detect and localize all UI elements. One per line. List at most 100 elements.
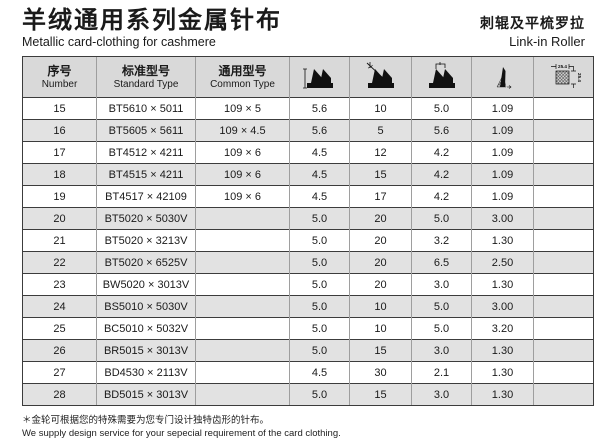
- cell-standard-type: BT5020 × 6525V: [96, 251, 196, 274]
- cell-common-type: 109 × 6: [195, 185, 290, 208]
- cell-tooth-total-height: 5.0: [289, 273, 350, 296]
- col-header-number-en: Number: [41, 78, 78, 90]
- cell-tooth-total-height: 4.5: [289, 185, 350, 208]
- cell-tooth-density: [533, 163, 594, 186]
- cell-common-type: [195, 251, 290, 274]
- cell-common-type: 109 × 4.5: [195, 119, 290, 142]
- tooth-pitch-icon: [428, 62, 455, 89]
- cell-tooth-pitch: 3.0: [411, 273, 472, 296]
- footnote-zh: ＊金轮可根据您的特殊需要为您专门设计独特齿形的针布。: [22, 415, 270, 427]
- section-title: 刺辊及平梳罗拉: [480, 15, 585, 32]
- footnote: ＊金轮可根据您的特殊需要为您专门设计独特齿形的针布。 We supply des…: [22, 415, 593, 441]
- cell-rib-width: 3.20: [471, 317, 534, 340]
- cell-tooth-pitch: 3.0: [411, 339, 472, 362]
- cell-tooth-pitch: 4.2: [411, 163, 472, 186]
- section-title-en: Link-in Roller: [509, 34, 585, 50]
- cell-tooth-pitch: 5.0: [411, 295, 472, 318]
- cell-standard-type: BT5020 × 3213V: [96, 229, 196, 252]
- cell-tooth-total-height: 5.0: [289, 229, 350, 252]
- cell-tooth-front-angle: 5: [349, 119, 412, 142]
- cell-tooth-total-height: 4.5: [289, 141, 350, 164]
- footnote-en: We supply design service for your sepeci…: [22, 428, 341, 440]
- table-row: 26 BR5015 × 3013V 5.0 15 3.0 1.30: [22, 339, 594, 362]
- cell-tooth-total-height: 5.0: [289, 295, 350, 318]
- cell-number: 26: [22, 339, 97, 362]
- cell-standard-type: BC5010 × 5032V: [96, 317, 196, 340]
- cell-tooth-total-height: 5.0: [289, 383, 350, 407]
- cell-common-type: [195, 317, 290, 340]
- cell-number: 24: [22, 295, 97, 318]
- cell-tooth-density: [533, 273, 594, 296]
- spec-table: 序号 Number 标准型号 Standard Type 通用型号 Common…: [22, 56, 594, 407]
- cell-tooth-front-angle: 20: [349, 251, 412, 274]
- cell-tooth-pitch: 3.2: [411, 229, 472, 252]
- page-title: 羊绒通用系列金属针布: [22, 7, 282, 34]
- table-row: 16 BT5605 × 5611 109 × 4.5 5.6 5 5.6 1.09: [22, 119, 594, 142]
- cell-tooth-density: [533, 141, 594, 164]
- col-header-common-type-en: Common Type: [210, 78, 275, 90]
- cell-common-type: 109 × 6: [195, 141, 290, 164]
- cell-standard-type: BD4530 × 2113V: [96, 361, 196, 384]
- cell-number: 23: [22, 273, 97, 296]
- cell-rib-width: 1.09: [471, 97, 534, 120]
- table-row: 28 BD5015 × 3013V 5.0 15 3.0 1.30: [22, 383, 594, 407]
- col-header-tooth-pitch: [411, 56, 472, 98]
- tooth-rib-icon: [496, 67, 511, 90]
- cell-tooth-total-height: 4.5: [289, 163, 350, 186]
- col-header-tooth-total-height: [289, 56, 350, 98]
- cell-tooth-total-height: 5.0: [289, 251, 350, 274]
- cell-rib-width: 1.30: [471, 383, 534, 407]
- table-row: 20 BT5020 × 5030V 5.0 20 5.0 3.00: [22, 207, 594, 230]
- title-block: 羊绒通用系列金属针布 Metallic card-clothing for ca…: [22, 7, 282, 49]
- table-row: 15 BT5610 × 5011 109 × 5 5.6 10 5.0 1.09: [22, 97, 594, 120]
- cell-standard-type: BT4512 × 4211: [96, 141, 196, 164]
- cell-tooth-pitch: 5.6: [411, 119, 472, 142]
- cell-tooth-front-angle: 20: [349, 229, 412, 252]
- cell-tooth-front-angle: 30: [349, 361, 412, 384]
- cell-tooth-density: [533, 229, 594, 252]
- cell-number: 20: [22, 207, 97, 230]
- cell-common-type: [195, 207, 290, 230]
- cell-tooth-front-angle: 15: [349, 383, 412, 407]
- col-header-standard-type-zh: 标准型号: [121, 63, 170, 78]
- cell-tooth-density: [533, 251, 594, 274]
- cell-rib-width: 2.50: [471, 251, 534, 274]
- table-row: 21 BT5020 × 3213V 5.0 20 3.2 1.30: [22, 229, 594, 252]
- tooth-height-icon: [302, 68, 333, 89]
- cell-standard-type: BD5015 × 3013V: [96, 383, 196, 407]
- cell-number: 25: [22, 317, 97, 340]
- cell-number: 22: [22, 251, 97, 274]
- col-header-common-type-zh: 通用型号: [218, 63, 267, 78]
- cell-tooth-total-height: 5.6: [289, 97, 350, 120]
- cell-tooth-density: [533, 383, 594, 407]
- cell-common-type: [195, 361, 290, 384]
- cell-rib-width: 1.09: [471, 119, 534, 142]
- cell-tooth-front-angle: 10: [349, 97, 412, 120]
- cell-common-type: [195, 273, 290, 296]
- table-row: 18 BT4515 × 4211 109 × 6 4.5 15 4.2 1.09: [22, 163, 594, 186]
- cell-common-type: [195, 339, 290, 362]
- table-row: 25 BC5010 × 5032V 5.0 10 5.0 3.20: [22, 317, 594, 340]
- tooth-density-icon: 25.4 25.4: [550, 64, 582, 89]
- cell-standard-type: BT5610 × 5011: [96, 97, 196, 120]
- table-body: 15 BT5610 × 5011 109 × 5 5.6 10 5.0 1.09 16 BT56…: [22, 97, 594, 407]
- cell-common-type: 109 × 5: [195, 97, 290, 120]
- cell-rib-width: 1.30: [471, 273, 534, 296]
- cell-tooth-front-angle: 12: [349, 141, 412, 164]
- cell-tooth-density: [533, 317, 594, 340]
- cell-number: 18: [22, 163, 97, 186]
- table-row: 24 BS5010 × 5030V 5.0 10 5.0 3.00: [22, 295, 594, 318]
- cell-tooth-front-angle: 10: [349, 317, 412, 340]
- col-header-rib-width: [471, 56, 534, 98]
- cell-standard-type: BT4515 × 4211: [96, 163, 196, 186]
- cell-standard-type: BR5015 × 3013V: [96, 339, 196, 362]
- table-row: 17 BT4512 × 4211 109 × 6 4.5 12 4.2 1.09: [22, 141, 594, 164]
- cell-number: 16: [22, 119, 97, 142]
- cell-rib-width: 3.00: [471, 207, 534, 230]
- cell-tooth-pitch: 5.0: [411, 207, 472, 230]
- cell-tooth-pitch: 3.0: [411, 383, 472, 407]
- cell-number: 17: [22, 141, 97, 164]
- col-header-tooth-front-angle: [349, 56, 412, 98]
- cell-tooth-density: [533, 97, 594, 120]
